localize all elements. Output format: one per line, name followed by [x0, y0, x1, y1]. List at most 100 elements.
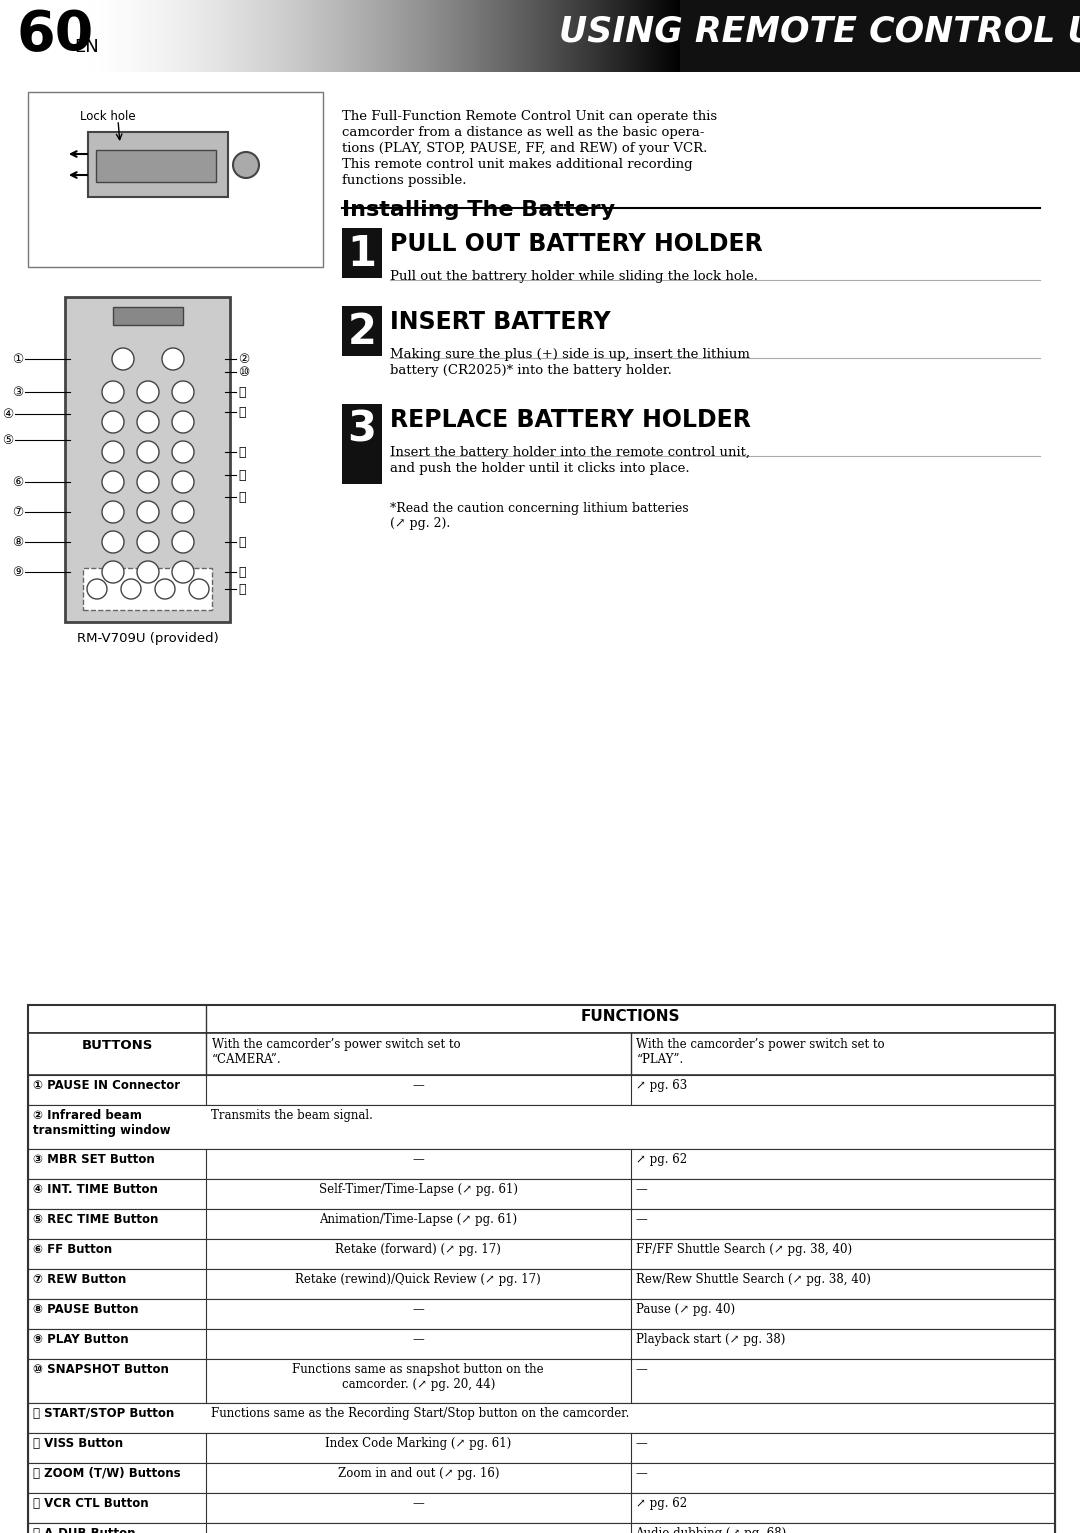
- Bar: [481, 0, 483, 72]
- Circle shape: [102, 530, 124, 553]
- Bar: [517, 0, 519, 72]
- Bar: [616, 0, 618, 72]
- Bar: [643, 0, 645, 72]
- Bar: [459, 0, 461, 72]
- Bar: [416, 0, 418, 72]
- Text: FF/FF Shuttle Search (↗ pg. 38, 40): FF/FF Shuttle Search (↗ pg. 38, 40): [635, 1243, 852, 1256]
- Bar: [436, 0, 438, 72]
- Bar: [413, 0, 415, 72]
- Bar: [110, 0, 112, 72]
- Bar: [659, 0, 661, 72]
- Bar: [390, 0, 392, 72]
- Bar: [217, 0, 219, 72]
- Bar: [253, 0, 255, 72]
- Bar: [180, 0, 183, 72]
- Bar: [386, 0, 388, 72]
- Bar: [186, 0, 188, 72]
- Bar: [599, 0, 602, 72]
- Bar: [194, 0, 197, 72]
- Bar: [153, 0, 156, 72]
- Text: EN: EN: [75, 38, 98, 57]
- Bar: [266, 0, 268, 72]
- Bar: [351, 0, 353, 72]
- Text: Transmits the beam signal.: Transmits the beam signal.: [211, 1108, 373, 1122]
- Bar: [453, 0, 455, 72]
- Bar: [309, 0, 311, 72]
- Bar: [584, 0, 586, 72]
- Bar: [176, 0, 178, 72]
- Bar: [640, 0, 643, 72]
- Bar: [283, 0, 285, 72]
- Bar: [511, 0, 513, 72]
- Text: With the camcorder’s power switch set to
“PLAY”.: With the camcorder’s power switch set to…: [636, 1038, 886, 1065]
- Bar: [224, 0, 226, 72]
- Text: ⑩: ⑩: [238, 366, 249, 379]
- Text: Retake (rewind)/Quick Review (↗ pg. 17): Retake (rewind)/Quick Review (↗ pg. 17): [295, 1272, 541, 1286]
- Text: ⑪ START/STOP Button: ⑪ START/STOP Button: [33, 1407, 174, 1420]
- Bar: [80, 0, 82, 72]
- Bar: [424, 0, 427, 72]
- Bar: [118, 0, 120, 72]
- Text: ↗ pg. 62: ↗ pg. 62: [635, 1498, 687, 1510]
- Bar: [489, 0, 491, 72]
- Bar: [222, 0, 225, 72]
- Bar: [364, 0, 366, 72]
- Text: Index Code Marking (↗ pg. 61): Index Code Marking (↗ pg. 61): [325, 1436, 511, 1450]
- Bar: [548, 0, 550, 72]
- Circle shape: [137, 561, 159, 583]
- Bar: [447, 0, 449, 72]
- Bar: [252, 0, 254, 72]
- Text: ④: ④: [2, 408, 13, 422]
- Bar: [326, 0, 328, 72]
- Bar: [555, 0, 557, 72]
- Text: This remote control unit makes additional recording: This remote control unit makes additiona…: [342, 158, 692, 172]
- Text: Insert the battery holder into the remote control unit,: Insert the battery holder into the remot…: [390, 446, 750, 458]
- Bar: [28, 1105, 1055, 1150]
- Bar: [230, 0, 232, 72]
- Bar: [494, 0, 496, 72]
- Bar: [251, 0, 253, 72]
- Bar: [521, 0, 523, 72]
- Bar: [440, 0, 442, 72]
- Bar: [28, 1179, 1055, 1210]
- Bar: [449, 0, 451, 72]
- Bar: [551, 0, 553, 72]
- Bar: [472, 0, 474, 72]
- Bar: [107, 0, 109, 72]
- Text: ⑦: ⑦: [12, 506, 23, 520]
- Text: Functions same as the Recording Start/Stop button on the camcorder.: Functions same as the Recording Start/St…: [211, 1407, 630, 1420]
- Bar: [108, 0, 110, 72]
- Bar: [591, 0, 593, 72]
- Bar: [28, 1522, 1055, 1533]
- Bar: [432, 0, 434, 72]
- Bar: [403, 0, 405, 72]
- Bar: [83, 569, 212, 610]
- Bar: [502, 0, 504, 72]
- Circle shape: [102, 561, 124, 583]
- Bar: [122, 0, 124, 72]
- Bar: [135, 0, 137, 72]
- Bar: [585, 0, 588, 72]
- Bar: [448, 0, 450, 72]
- Circle shape: [137, 530, 159, 553]
- Bar: [215, 0, 217, 72]
- Bar: [651, 0, 653, 72]
- Bar: [567, 0, 569, 72]
- Bar: [231, 0, 233, 72]
- Bar: [595, 0, 597, 72]
- Bar: [157, 0, 159, 72]
- Bar: [28, 1075, 1055, 1105]
- Bar: [597, 0, 599, 72]
- Bar: [470, 0, 472, 72]
- Bar: [515, 0, 517, 72]
- Bar: [653, 0, 656, 72]
- Bar: [81, 0, 83, 72]
- Bar: [360, 0, 362, 72]
- Bar: [524, 0, 526, 72]
- Bar: [342, 307, 382, 356]
- Text: ⑪: ⑪: [238, 386, 245, 399]
- Circle shape: [102, 442, 124, 463]
- Text: INSERT BATTERY: INSERT BATTERY: [390, 310, 610, 334]
- Bar: [522, 0, 524, 72]
- Bar: [618, 0, 620, 72]
